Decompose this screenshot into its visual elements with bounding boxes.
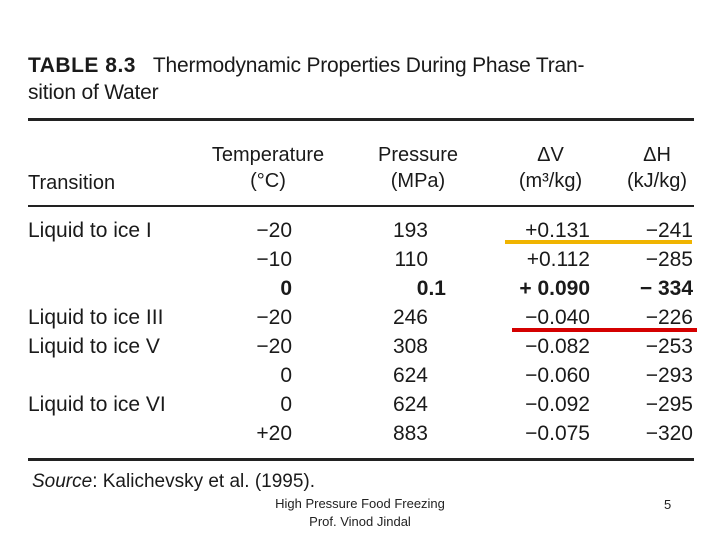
cell-pressure: 193 xyxy=(392,219,428,242)
source-text: : Kalichevsky et al. (1995). xyxy=(92,471,316,492)
cell-delta-h: − 334 xyxy=(639,277,693,300)
slide-footer: High Pressure Food Freezing Prof. Vinod … xyxy=(240,495,480,531)
table-source: Source: Kalichevsky et al. (1995). xyxy=(32,470,315,494)
cell-temperature: −10 xyxy=(256,248,292,271)
header-delta-v: ΔV (m³/kg) xyxy=(503,142,598,194)
cell-pressure: 624 xyxy=(392,393,428,416)
cell-delta-h: −241 xyxy=(645,219,693,242)
cell-temperature: +20 xyxy=(256,422,292,445)
header-transition: Transition xyxy=(28,172,116,194)
cell-delta-h: −293 xyxy=(645,364,693,387)
cell-temperature: 0 xyxy=(280,364,292,387)
cell-pressure: 246 xyxy=(392,306,428,329)
cell-transition: Liquid to ice V xyxy=(28,335,160,358)
cell-delta-v: +0.131 xyxy=(525,219,590,242)
cell-delta-v: −0.060 xyxy=(525,364,590,387)
cell-delta-v: + 0.090 xyxy=(519,277,590,300)
cell-delta-h: −253 xyxy=(645,335,693,358)
cell-transition: Liquid to ice I xyxy=(28,219,152,242)
header-pressure: Pressure (MPa) xyxy=(363,142,473,194)
cell-delta-v: −0.040 xyxy=(525,306,590,329)
header-delta-h: ΔH (kJ/kg) xyxy=(612,142,702,194)
footer-title: High Pressure Food Freezing xyxy=(275,496,445,511)
table-caption-line1: Thermodynamic Properties During Phase Tr… xyxy=(152,54,585,77)
cell-delta-h: −226 xyxy=(645,306,693,329)
table-label: TABLE 8.3 xyxy=(28,54,136,77)
yellow-highlight-line xyxy=(505,240,692,244)
header-delta-h-unit: (kJ/kg) xyxy=(627,170,687,192)
cell-transition: Liquid to ice III xyxy=(28,306,164,329)
header-temperature-unit: (°C) xyxy=(250,170,286,192)
cell-temperature: −20 xyxy=(256,306,292,329)
cell-delta-v: +0.112 xyxy=(526,248,590,271)
header-delta-v-unit: (m³/kg) xyxy=(518,170,583,192)
header-rule xyxy=(28,205,694,207)
bottom-rule xyxy=(28,458,694,461)
cell-pressure: 883 xyxy=(392,422,428,445)
footer-author: Prof. Vinod Jindal xyxy=(309,514,411,529)
header-delta-v-label: ΔV xyxy=(537,144,564,166)
top-rule xyxy=(28,118,694,121)
cell-temperature: 0 xyxy=(280,393,292,416)
cell-delta-v: −0.092 xyxy=(525,393,590,416)
cell-pressure: 308 xyxy=(392,335,428,358)
source-label: Source xyxy=(32,471,93,492)
cell-delta-h: −285 xyxy=(645,248,693,271)
cell-pressure: 110 xyxy=(394,248,428,271)
cell-delta-v: −0.075 xyxy=(525,422,590,445)
table-title: TABLE 8.3 Thermodynamic Properties Durin… xyxy=(28,52,688,106)
cell-delta-h: −320 xyxy=(645,422,693,445)
header-pressure-label: Pressure xyxy=(377,144,459,166)
page-number: 5 xyxy=(664,497,672,512)
cell-temperature: 0 xyxy=(280,277,292,300)
cell-pressure: 624 xyxy=(392,364,428,387)
cell-temperature: −20 xyxy=(256,335,292,358)
cell-delta-v: −0.082 xyxy=(525,335,590,358)
cell-pressure: 0.1 xyxy=(416,277,446,300)
cell-temperature: −20 xyxy=(256,219,292,242)
header-temperature-label: Temperature xyxy=(211,144,325,166)
header-pressure-unit: (MPa) xyxy=(390,170,446,192)
cell-transition: Liquid to ice VI xyxy=(28,393,166,416)
table-caption-line2: sition of Water xyxy=(28,81,159,104)
header-temperature: Temperature (°C) xyxy=(193,142,343,194)
red-highlight-line xyxy=(512,328,697,332)
cell-delta-h: −295 xyxy=(645,393,693,416)
header-delta-h-label: ΔH xyxy=(643,144,671,166)
